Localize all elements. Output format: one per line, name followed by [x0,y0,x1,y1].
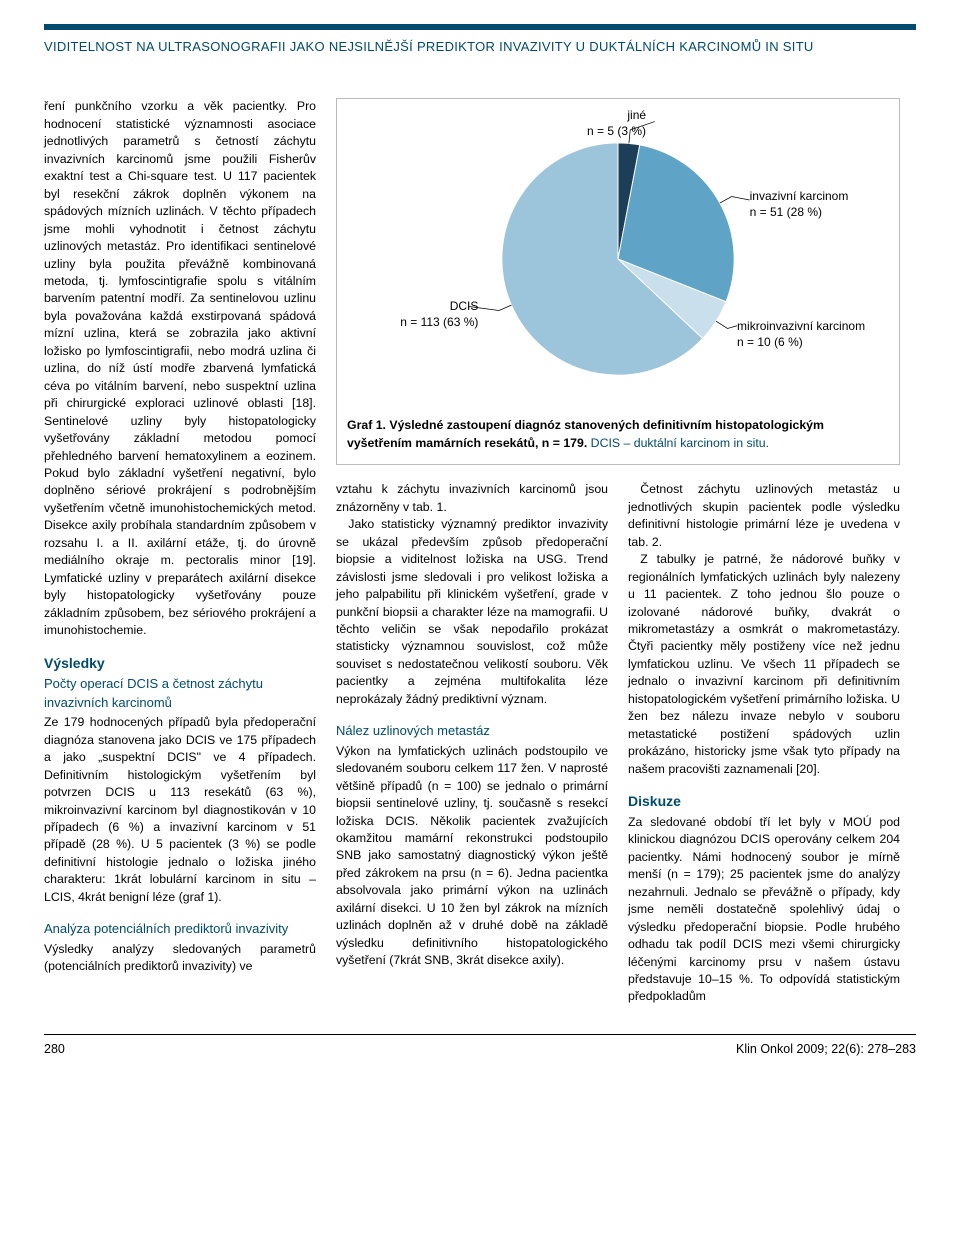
pie-label: mikroinvazivní karcinomn = 10 (6 %) [737,319,865,350]
column-3: Četnost záchytu uzlinových metastáz u je… [628,481,900,1006]
header-rule [44,24,916,30]
pie-label: invazivní karcinomn = 51 (28 %) [750,189,849,220]
col2-para3: Výkon na lymfatických uzlinách podstoupi… [336,743,608,970]
subhead-nalez: Nález uzlinových metastáz [336,722,608,740]
content-columns: ření punkčního vzorku a věk pacientky. P… [44,98,916,1005]
vysledky-heading: Výsledky [44,654,316,674]
pie-label: DCISn = 113 (63 %) [400,299,478,330]
page-footer: 280 Klin Onkol 2009; 22(6): 278–283 [44,1034,916,1059]
col1-para3: Výsledky analýzy sledovaných parametrů (… [44,941,316,976]
footer-ref: Klin Onkol 2009; 22(6): 278–283 [736,1041,916,1059]
pie-svg [347,109,889,409]
subhead-analyza: Analýza potenciálních prediktorů invaziv… [44,920,316,938]
figure-1-box: jinén = 5 (3 %) invazivní karcinomn = 51 … [336,98,900,465]
figure-1-caption: Graf 1. Výsledné zastoupení diagnóz stan… [347,417,889,452]
subhead-pocty: Počty operací DCIS a četnost záchytu inv… [44,675,316,712]
col3-para2: Z tabulky je patrné, že nádorové buňky v… [628,551,900,778]
running-head: VIDITELNOST NA ULTRASONOGRAFII JAKO NEJS… [44,38,916,56]
col3-para3: Za sledované období tří let byly v MOÚ p… [628,814,900,1006]
col1-para1: ření punkčního vzorku a věk pacientky. P… [44,98,316,639]
leader-line [720,197,750,204]
diskuze-heading: Diskuze [628,792,900,812]
column-2: vztahu k záchytu invazivních karcinomů j… [336,481,608,1006]
leader-line [716,322,737,329]
pie-chart: jinén = 5 (3 %) invazivní karcinomn = 51 … [347,109,889,409]
caption-blue: DCIS – duktální karcinom in situ. [587,436,769,450]
col2-para2: Jako statisticky významný prediktor inva… [336,516,608,708]
col2-para1: vztahu k záchytu invazivních karcinomů j… [336,481,608,516]
pie-label: jinén = 5 (3 %) [587,108,646,139]
col3-para1: Četnost záchytu uzlinových metastáz u je… [628,481,900,551]
right-column-group: jinén = 5 (3 %) invazivní karcinomn = 51 … [336,98,900,1005]
column-1: ření punkčního vzorku a věk pacientky. P… [44,98,316,1005]
col1-para2: Ze 179 hodnocených případů byla předoper… [44,714,316,906]
right-lower-columns: vztahu k záchytu invazivních karcinomů j… [336,481,900,1006]
page-number: 280 [44,1041,65,1059]
